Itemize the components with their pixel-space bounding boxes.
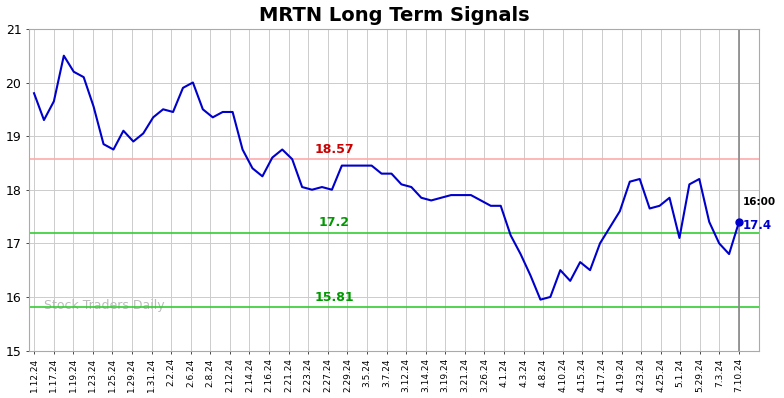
Text: 15.81: 15.81 bbox=[314, 291, 354, 304]
Title: MRTN Long Term Signals: MRTN Long Term Signals bbox=[259, 6, 529, 25]
Text: 17.4: 17.4 bbox=[742, 219, 771, 232]
Text: 16:00: 16:00 bbox=[742, 197, 775, 207]
Text: Stock Traders Daily: Stock Traders Daily bbox=[44, 299, 165, 312]
Text: 17.2: 17.2 bbox=[319, 216, 350, 229]
Point bbox=[733, 219, 746, 225]
Text: 18.57: 18.57 bbox=[314, 143, 354, 156]
